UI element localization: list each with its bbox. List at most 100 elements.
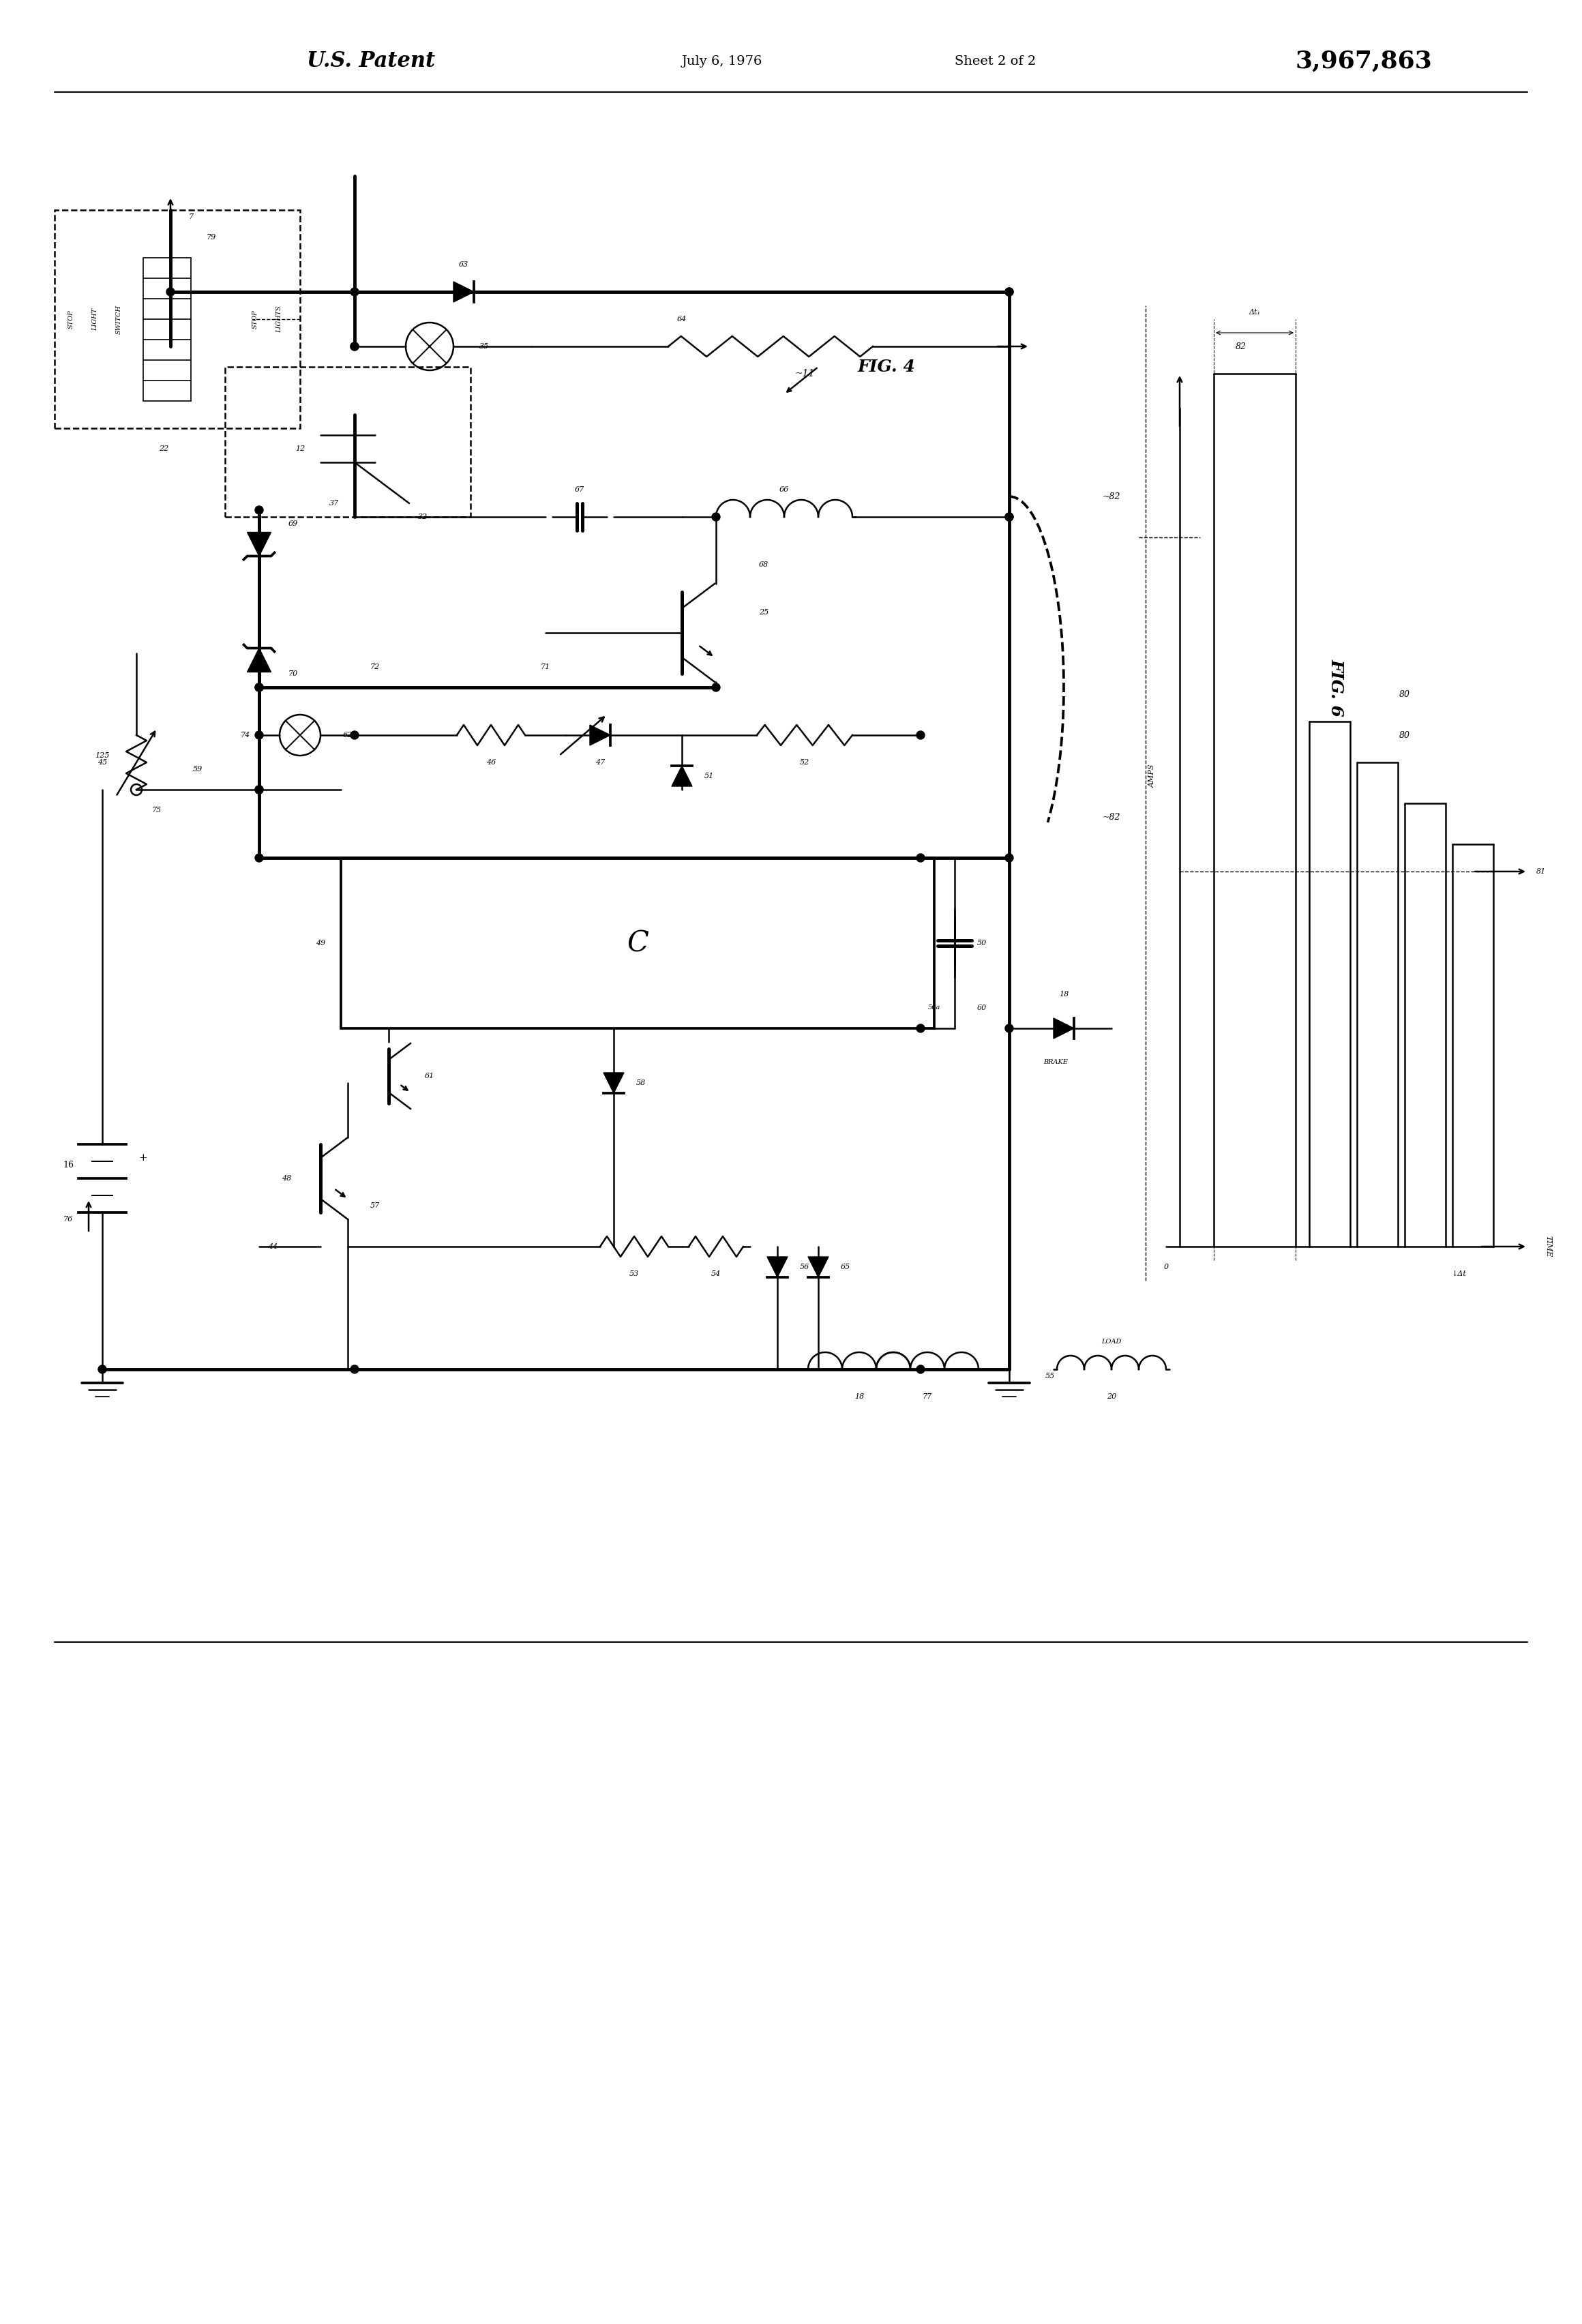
- Text: 59: 59: [193, 767, 202, 772]
- Text: 54: 54: [712, 1271, 721, 1278]
- Circle shape: [712, 683, 720, 693]
- Text: 52: 52: [800, 760, 810, 767]
- Text: 61: 61: [424, 1074, 435, 1078]
- Text: 74: 74: [240, 732, 250, 739]
- Text: LOAD: LOAD: [1101, 1339, 1122, 1346]
- Bar: [225, 367, 470, 516]
- Text: 51: 51: [704, 772, 713, 779]
- Circle shape: [255, 507, 263, 514]
- Circle shape: [255, 732, 263, 739]
- Text: 56: 56: [800, 1264, 810, 1271]
- Text: U.S. Patent: U.S. Patent: [307, 51, 435, 72]
- Text: 69: 69: [288, 521, 297, 528]
- Text: 79: 79: [207, 235, 217, 242]
- Circle shape: [1005, 853, 1014, 862]
- Text: 75: 75: [152, 806, 161, 813]
- Circle shape: [351, 342, 359, 351]
- Polygon shape: [808, 1257, 829, 1278]
- Circle shape: [255, 853, 263, 862]
- Text: 125: 125: [95, 753, 109, 760]
- Text: 32: 32: [418, 514, 427, 521]
- Text: Δt₁: Δt₁: [1248, 309, 1261, 316]
- Text: 58: 58: [636, 1078, 645, 1085]
- Circle shape: [351, 732, 359, 739]
- Bar: [342, 858, 935, 1027]
- Text: STOP: STOP: [252, 309, 258, 328]
- Text: AMPS: AMPS: [1149, 765, 1156, 788]
- Text: LIGHTS: LIGHTS: [277, 304, 282, 332]
- Text: 16: 16: [63, 1160, 74, 1169]
- Text: 77: 77: [922, 1392, 932, 1399]
- Text: ~11: ~11: [794, 370, 815, 379]
- Circle shape: [712, 514, 720, 521]
- Text: 70: 70: [288, 669, 297, 676]
- Text: 53: 53: [630, 1271, 639, 1278]
- Text: 65: 65: [840, 1264, 851, 1271]
- Polygon shape: [247, 648, 271, 672]
- Text: 80: 80: [1398, 690, 1410, 700]
- Circle shape: [916, 853, 924, 862]
- Text: 50a: 50a: [929, 1004, 940, 1011]
- Text: 37: 37: [329, 500, 339, 507]
- Text: 18: 18: [1058, 990, 1068, 997]
- Text: 68: 68: [759, 560, 769, 567]
- Text: 66: 66: [780, 486, 789, 493]
- Text: 7: 7: [188, 214, 193, 221]
- Text: SWITCH: SWITCH: [115, 304, 122, 335]
- Circle shape: [351, 342, 359, 351]
- Circle shape: [255, 683, 263, 693]
- Text: 67: 67: [574, 486, 584, 493]
- Circle shape: [255, 786, 263, 795]
- Text: BRAKE: BRAKE: [1043, 1060, 1068, 1064]
- Text: ↓Δt: ↓Δt: [1452, 1271, 1467, 1278]
- Polygon shape: [767, 1257, 788, 1278]
- Circle shape: [255, 786, 263, 795]
- Circle shape: [1005, 514, 1014, 521]
- Text: 64: 64: [677, 316, 687, 323]
- Circle shape: [351, 288, 359, 295]
- Circle shape: [916, 1364, 924, 1373]
- Bar: [54, 209, 301, 428]
- Text: 0: 0: [1164, 1264, 1169, 1271]
- Polygon shape: [454, 281, 475, 302]
- Circle shape: [916, 1025, 924, 1032]
- Text: 35: 35: [479, 344, 489, 351]
- Circle shape: [98, 1364, 106, 1373]
- Text: C: C: [626, 930, 649, 957]
- Text: 46: 46: [486, 760, 495, 767]
- Circle shape: [255, 683, 263, 693]
- Text: 55: 55: [1046, 1373, 1055, 1380]
- Text: LIGHT: LIGHT: [92, 307, 98, 330]
- Text: 48: 48: [282, 1176, 291, 1183]
- Text: 50: 50: [978, 939, 987, 946]
- Circle shape: [351, 1364, 359, 1373]
- Text: 49: 49: [316, 939, 326, 946]
- Text: 71: 71: [541, 665, 551, 669]
- Polygon shape: [590, 725, 611, 746]
- Text: STOP: STOP: [68, 309, 74, 328]
- Text: 62: 62: [343, 732, 353, 739]
- Text: 18: 18: [854, 1392, 864, 1399]
- Text: TIME: TIME: [1544, 1236, 1552, 1257]
- Text: July 6, 1976: July 6, 1976: [682, 56, 763, 67]
- Text: 22: 22: [158, 446, 169, 453]
- Polygon shape: [672, 767, 693, 786]
- Text: 72: 72: [370, 665, 380, 669]
- Circle shape: [1005, 1025, 1014, 1032]
- Text: Sheet 2 of 2: Sheet 2 of 2: [954, 56, 1036, 67]
- Text: 57: 57: [370, 1202, 380, 1208]
- Circle shape: [1005, 514, 1014, 521]
- Text: 25: 25: [759, 609, 769, 616]
- Text: 44: 44: [267, 1243, 277, 1250]
- Text: FIG. 6: FIG. 6: [1329, 658, 1345, 716]
- Text: 47: 47: [595, 760, 604, 767]
- Text: 12: 12: [296, 446, 305, 453]
- Text: ~82: ~82: [1103, 813, 1120, 820]
- Circle shape: [1005, 288, 1014, 295]
- Text: 80: 80: [1398, 730, 1410, 739]
- Text: 63: 63: [459, 260, 468, 267]
- Text: 3,967,863: 3,967,863: [1296, 49, 1433, 72]
- Text: 45: 45: [98, 760, 108, 767]
- Text: 60: 60: [978, 1004, 987, 1011]
- Circle shape: [1005, 288, 1014, 295]
